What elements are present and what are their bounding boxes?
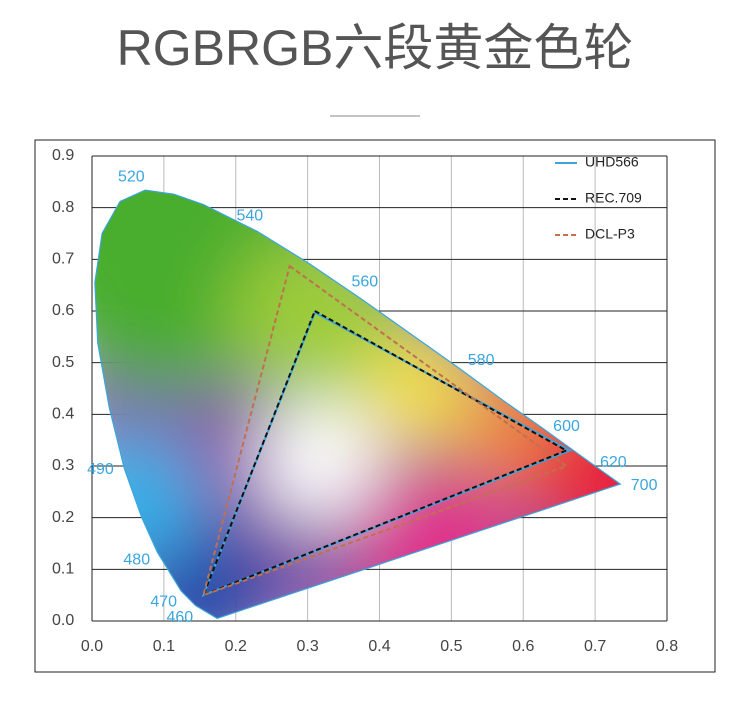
y-tick-label: 0.2: [52, 509, 74, 526]
wavelength-label: 620: [600, 454, 627, 471]
legend-label: REC.709: [585, 190, 642, 206]
wavelength-label: 480: [123, 552, 150, 569]
gamut-triangle: [201, 264, 569, 597]
wavelength-label: 460: [166, 609, 193, 626]
x-tick-label: 0.7: [584, 638, 606, 655]
x-tick-label: 0.4: [368, 638, 390, 655]
spectral-locus: [94, 189, 622, 620]
frame: [34, 139, 716, 673]
wavelength-label: 560: [352, 274, 379, 291]
x-tick-label: 0.6: [512, 638, 534, 655]
x-tick-label: 0.0: [81, 638, 103, 655]
y-tick-label: 0.0: [52, 612, 74, 629]
y-tick-label: 0.6: [52, 302, 74, 319]
legend-label: DCL-P3: [585, 226, 635, 242]
y-tick-label: 0.3: [52, 457, 74, 474]
x-tick-label: 0.5: [440, 638, 462, 655]
x-tick-label: 0.1: [153, 638, 175, 655]
x-tick-label: 0.8: [656, 638, 678, 655]
wavelength-label: 490: [87, 461, 114, 478]
wavelength-label: 580: [468, 352, 495, 369]
y-tick-label: 0.1: [52, 561, 74, 578]
page-title: RGBRGB六段黄金色轮: [117, 20, 634, 76]
y-tick-label: 0.7: [52, 251, 74, 268]
y-tick-label: 0.5: [52, 354, 74, 371]
wavelength-label: 540: [236, 207, 263, 224]
y-tick-label: 0.9: [52, 147, 74, 164]
y-tick-label: 0.4: [52, 406, 74, 423]
gamut-triangle: [201, 309, 569, 597]
wavelength-label: 600: [553, 418, 580, 435]
wavelength-label: 520: [118, 168, 145, 185]
wavelength-label: 700: [631, 477, 658, 494]
y-tick-label: 0.8: [52, 199, 74, 216]
legend-label: UHD566: [585, 154, 639, 170]
x-tick-label: 0.3: [297, 638, 319, 655]
x-tick-label: 0.2: [225, 638, 247, 655]
wavelength-label: 470: [150, 593, 177, 610]
